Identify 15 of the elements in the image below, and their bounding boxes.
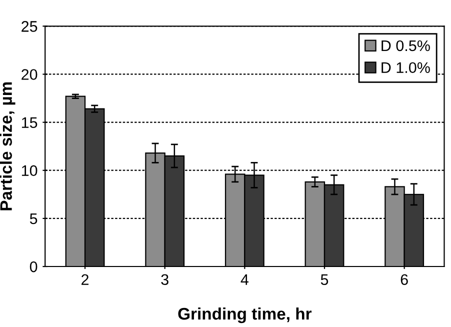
x-axis-title: Grinding time, hr: [178, 307, 312, 324]
legend-label: D 0.5%: [382, 40, 430, 52]
y-axis-title: Particle size, µm: [0, 82, 16, 210]
x-tick-label: 2: [82, 274, 88, 285]
y-tick-label: 15: [22, 117, 38, 128]
y-tick-label: 20: [22, 69, 38, 80]
y-tick-label: 25: [22, 21, 38, 32]
y-tick-label: 5: [30, 213, 38, 224]
x-tick-label: 3: [161, 274, 168, 286]
x-tick-label: 6: [400, 274, 408, 286]
y-tick-label: 10: [22, 165, 38, 176]
legend-label: D 1.0%: [382, 62, 430, 74]
y-tick-label: 0: [30, 261, 38, 272]
x-tick-label: 4: [240, 274, 248, 285]
x-tick-label: 5: [320, 274, 328, 286]
